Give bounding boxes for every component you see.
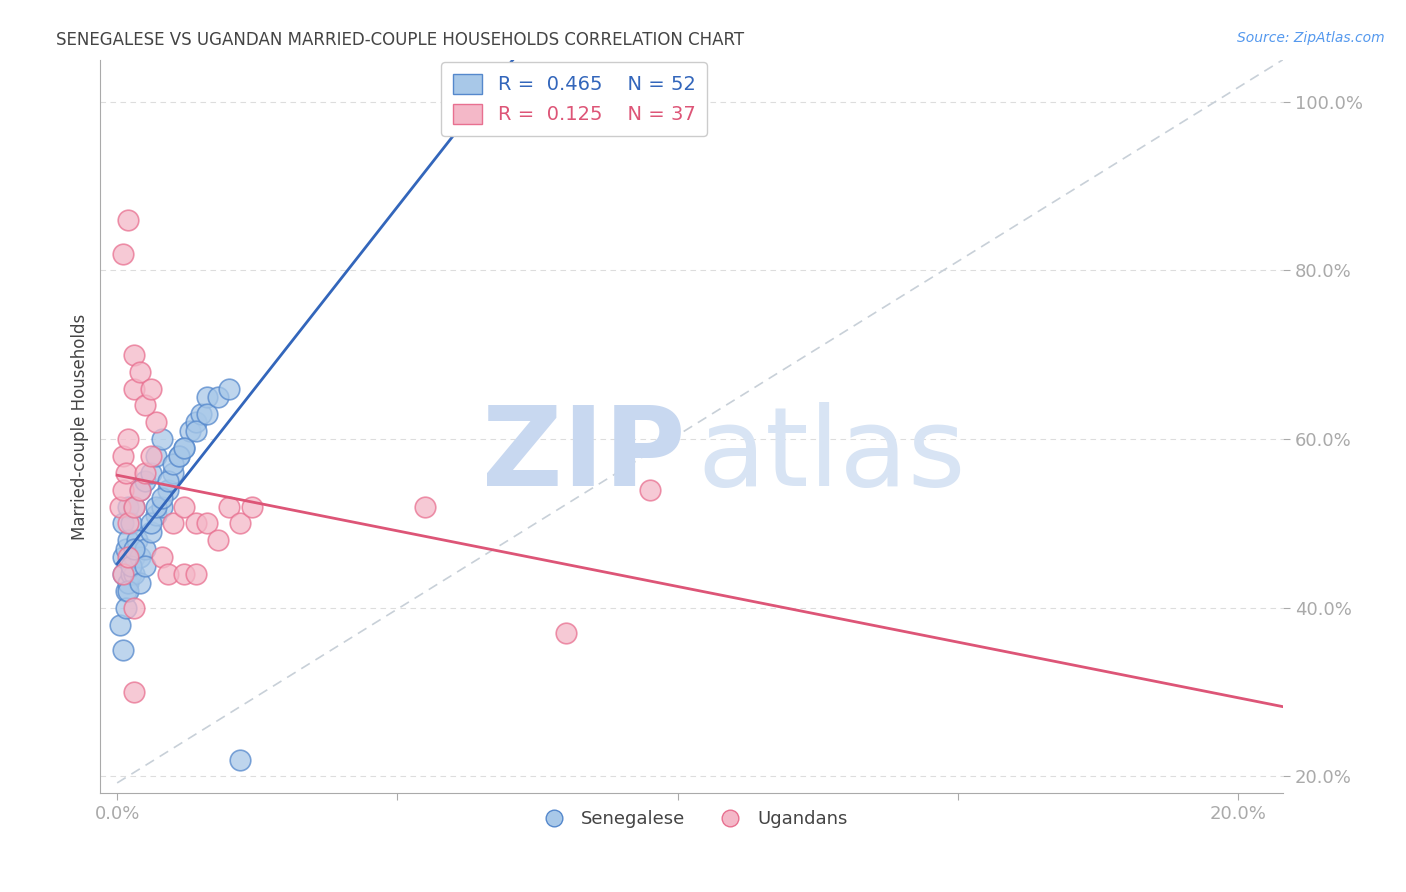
Point (114, 466, 136, 480)
Point (117, 212, 139, 227)
Point (117, 516, 139, 531)
Point (134, 475, 156, 489)
Point (218, 382, 240, 396)
Point (134, 558, 156, 573)
Point (122, 348, 145, 362)
Point (184, 424, 207, 438)
Point (184, 516, 207, 531)
Point (125, 533, 148, 548)
Point (145, 500, 167, 514)
Point (184, 567, 207, 582)
Point (150, 550, 173, 565)
Point (162, 516, 184, 531)
Point (162, 466, 184, 480)
Point (128, 550, 150, 565)
Point (162, 458, 184, 472)
Point (134, 541, 156, 556)
Point (122, 500, 145, 514)
Point (111, 483, 134, 497)
Point (179, 424, 201, 438)
Point (184, 415, 207, 429)
Point (122, 685, 145, 699)
Point (218, 500, 240, 514)
Point (207, 533, 229, 548)
Point (145, 449, 167, 463)
Point (195, 390, 218, 404)
Point (139, 382, 162, 396)
Point (114, 541, 136, 556)
Point (139, 449, 162, 463)
Point (111, 550, 134, 565)
Point (128, 365, 150, 379)
Point (150, 500, 173, 514)
Point (111, 567, 134, 582)
Point (156, 567, 179, 582)
Legend: Senegalese, Ugandans: Senegalese, Ugandans (529, 803, 855, 836)
Point (145, 415, 167, 429)
Point (120, 516, 142, 531)
Point (111, 643, 134, 657)
Text: Source: ZipAtlas.com: Source: ZipAtlas.com (1237, 31, 1385, 45)
Text: atlas: atlas (697, 402, 966, 509)
Point (122, 382, 145, 396)
Point (108, 500, 131, 514)
Point (145, 508, 167, 522)
Point (128, 575, 150, 590)
Point (240, 500, 263, 514)
Point (134, 466, 156, 480)
Point (638, 483, 661, 497)
Point (117, 500, 139, 514)
Text: SENEGALESE VS UGANDAN MARRIED-COUPLE HOUSEHOLDS CORRELATION CHART: SENEGALESE VS UGANDAN MARRIED-COUPLE HOU… (56, 31, 744, 49)
Point (122, 500, 145, 514)
Point (122, 541, 145, 556)
Point (114, 600, 136, 615)
Point (117, 533, 139, 548)
Y-axis label: Married-couple Households: Married-couple Households (72, 313, 89, 540)
Point (173, 441, 195, 455)
Point (229, 753, 252, 767)
Point (111, 246, 134, 260)
Point (195, 516, 218, 531)
Point (415, 500, 437, 514)
Point (120, 567, 142, 582)
Point (108, 617, 131, 632)
Point (190, 407, 212, 421)
Point (117, 583, 139, 598)
Point (139, 466, 162, 480)
Point (173, 567, 195, 582)
Point (117, 432, 139, 446)
Point (207, 390, 229, 404)
Point (167, 449, 190, 463)
Point (111, 449, 134, 463)
Point (111, 516, 134, 531)
Point (167, 449, 190, 463)
Point (128, 483, 150, 497)
Point (122, 567, 145, 582)
Point (173, 500, 195, 514)
Point (173, 441, 195, 455)
Point (111, 567, 134, 582)
Text: ZIP: ZIP (482, 402, 686, 509)
Point (128, 483, 150, 497)
Point (150, 432, 173, 446)
Point (139, 524, 162, 539)
Point (156, 475, 179, 489)
Point (122, 600, 145, 615)
Point (117, 575, 139, 590)
Point (114, 583, 136, 598)
Point (122, 550, 145, 565)
Point (229, 516, 252, 531)
Point (120, 558, 142, 573)
Point (117, 550, 139, 565)
Point (134, 398, 156, 412)
Point (150, 491, 173, 505)
Point (156, 483, 179, 497)
Point (139, 516, 162, 531)
Point (195, 407, 218, 421)
Point (554, 626, 576, 640)
